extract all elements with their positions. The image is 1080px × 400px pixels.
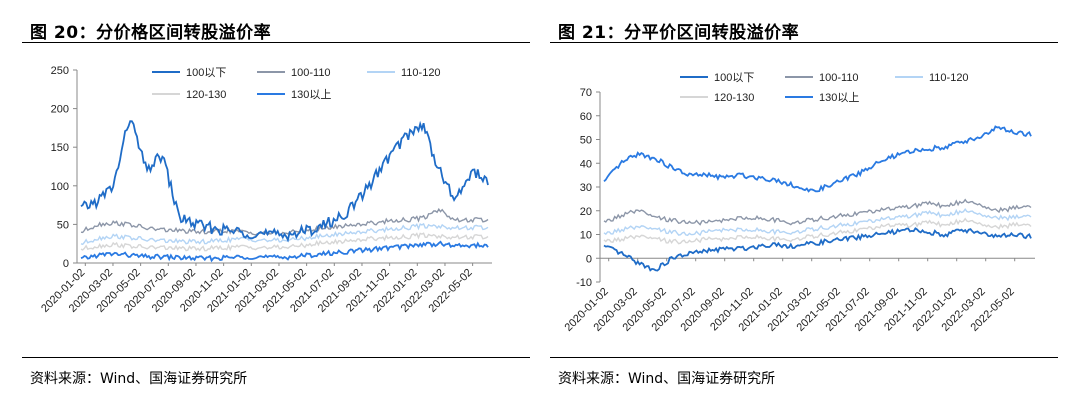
y-tick-label: -10 (576, 277, 592, 289)
y-tick-label: 60 (580, 111, 592, 123)
series-line-100-110 (80, 207, 489, 236)
y-tick-label: 10 (580, 230, 592, 242)
legend-label-120-130: 120-130 (186, 89, 226, 101)
y-tick-label: 70 (580, 87, 592, 99)
source-rule-right (550, 357, 1058, 358)
title-rule-left (22, 42, 530, 43)
chart-left: 0501001502002502020-01-022020-03-022020-… (39, 65, 492, 315)
y-tick-label: 50 (57, 219, 69, 231)
y-tick-label: 40 (580, 158, 592, 170)
figure-title-left: 图 20：分价格区间转股溢价率 (30, 23, 272, 43)
legend-label-above-130: 130以上 (819, 91, 859, 104)
series-line-120-130 (80, 232, 489, 252)
y-tick-label: 0 (63, 258, 69, 270)
series-line-above-130 (80, 240, 489, 263)
source-note-left: 资料来源：Wind、国海证券研究所 (30, 371, 248, 387)
chart-right: -100102030405060702020-01-022020-03-0220… (563, 72, 1035, 334)
y-tick-label: 250 (51, 65, 69, 77)
legend-label-110-120: 110-120 (401, 67, 441, 79)
y-tick-label: 30 (580, 182, 592, 194)
legend-label-100-110: 100-110 (819, 72, 859, 84)
y-tick-label: 200 (51, 104, 69, 116)
series-line-above-130 (603, 125, 1032, 193)
y-tick-label: 100 (51, 181, 69, 193)
series-line-100-110 (603, 198, 1032, 226)
y-tick-label: 20 (580, 206, 592, 218)
legend-label-below-100: 100以下 (714, 72, 754, 84)
legend-label-below-100: 100以下 (186, 67, 226, 79)
series-line-below-100 (603, 227, 1032, 272)
series-line-120-130 (603, 217, 1032, 245)
figure-title-right: 图 21：分平价区间转股溢价率 (558, 23, 800, 43)
series-line-110-120 (80, 222, 489, 246)
legend-label-110-120: 110-120 (929, 72, 969, 84)
legend-label-100-110: 100-110 (291, 67, 331, 79)
legend-label-120-130: 120-130 (714, 92, 754, 104)
series-line-below-100 (80, 120, 489, 243)
y-tick-label: 50 (580, 135, 592, 147)
legend-label-above-130: 130以上 (291, 88, 331, 101)
y-tick-label: 150 (51, 142, 69, 154)
source-rule-left (22, 357, 530, 358)
source-note-right: 资料来源：Wind、国海证券研究所 (558, 371, 776, 387)
y-tick-label: 0 (586, 253, 592, 265)
series-line-110-120 (603, 208, 1032, 237)
title-rule-right (550, 42, 1058, 43)
